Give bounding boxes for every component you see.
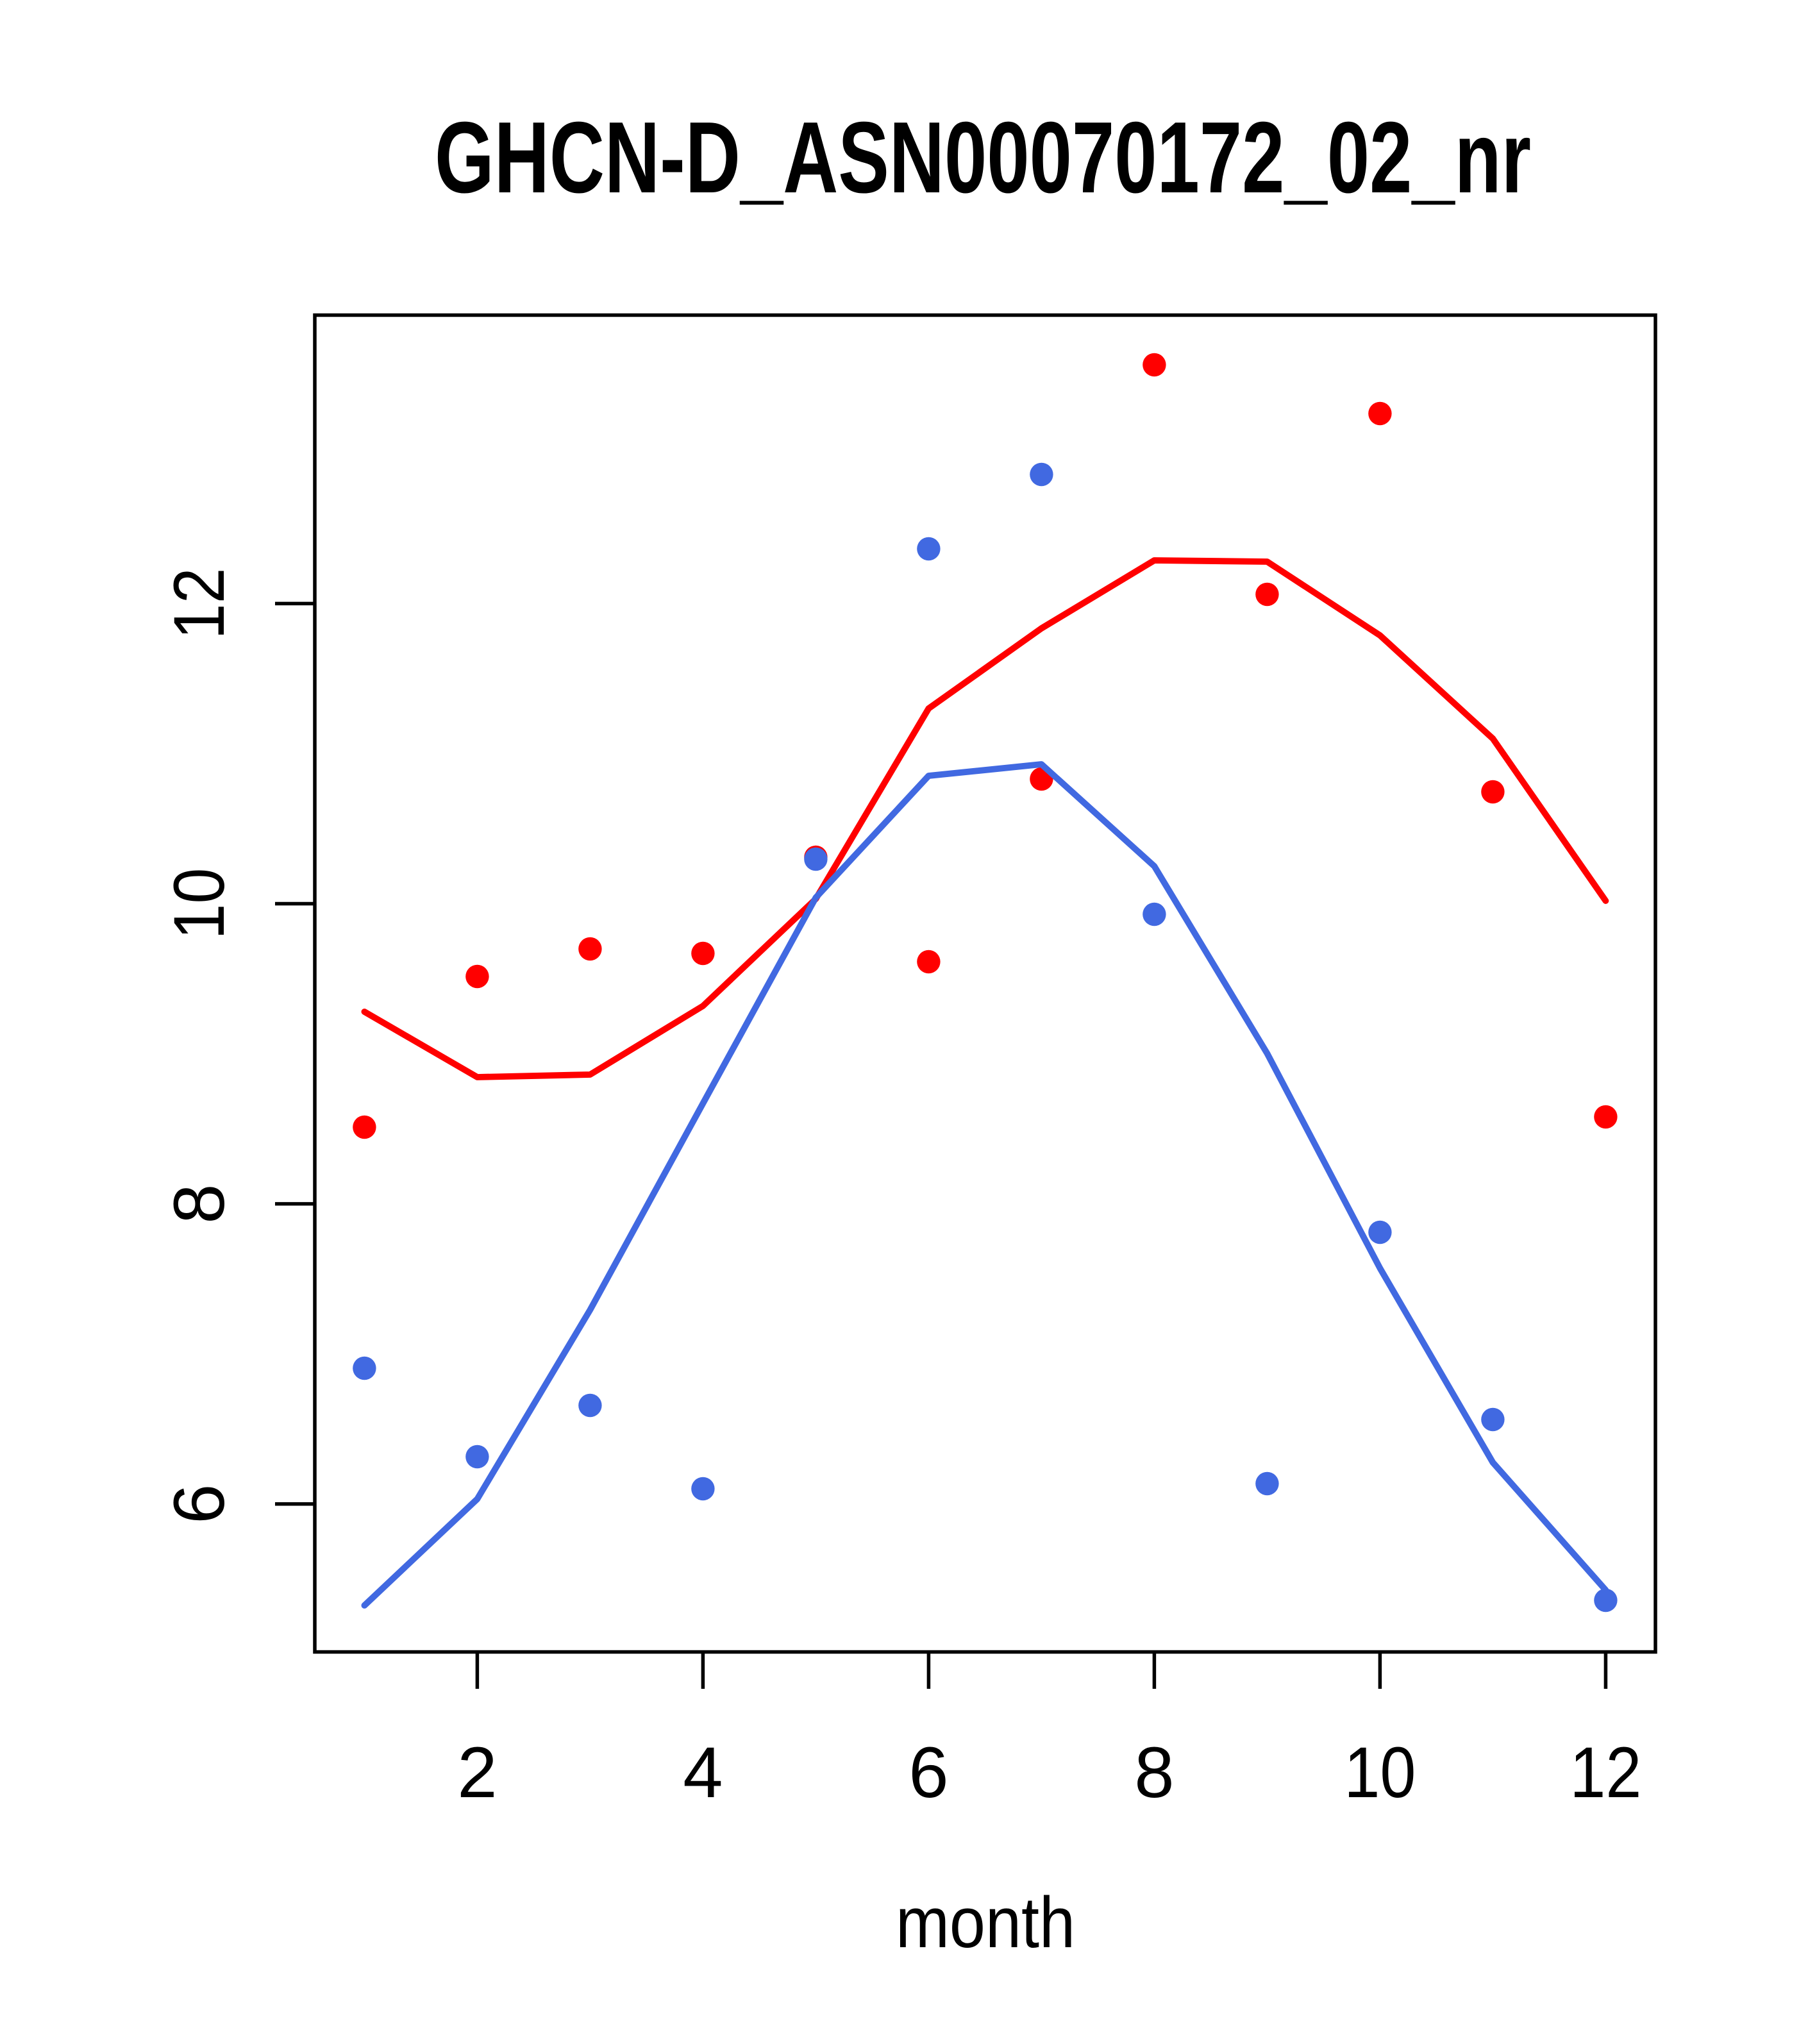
svg-text:4: 4 bbox=[683, 1732, 723, 1813]
svg-text:8: 8 bbox=[159, 1184, 239, 1223]
svg-text:10: 10 bbox=[1344, 1732, 1416, 1813]
svg-text:12: 12 bbox=[159, 567, 239, 639]
svg-text:10: 10 bbox=[159, 868, 239, 940]
svg-text:8: 8 bbox=[1134, 1732, 1174, 1813]
svg-text:GHCN-D_ASN00070172_02_nr: GHCN-D_ASN00070172_02_nr bbox=[435, 101, 1531, 214]
svg-text:12: 12 bbox=[1570, 1732, 1641, 1813]
svg-text:2: 2 bbox=[457, 1732, 497, 1813]
svg-text:6: 6 bbox=[159, 1484, 239, 1524]
svg-text:6: 6 bbox=[908, 1732, 948, 1813]
svg-text:month: month bbox=[896, 1882, 1075, 1963]
